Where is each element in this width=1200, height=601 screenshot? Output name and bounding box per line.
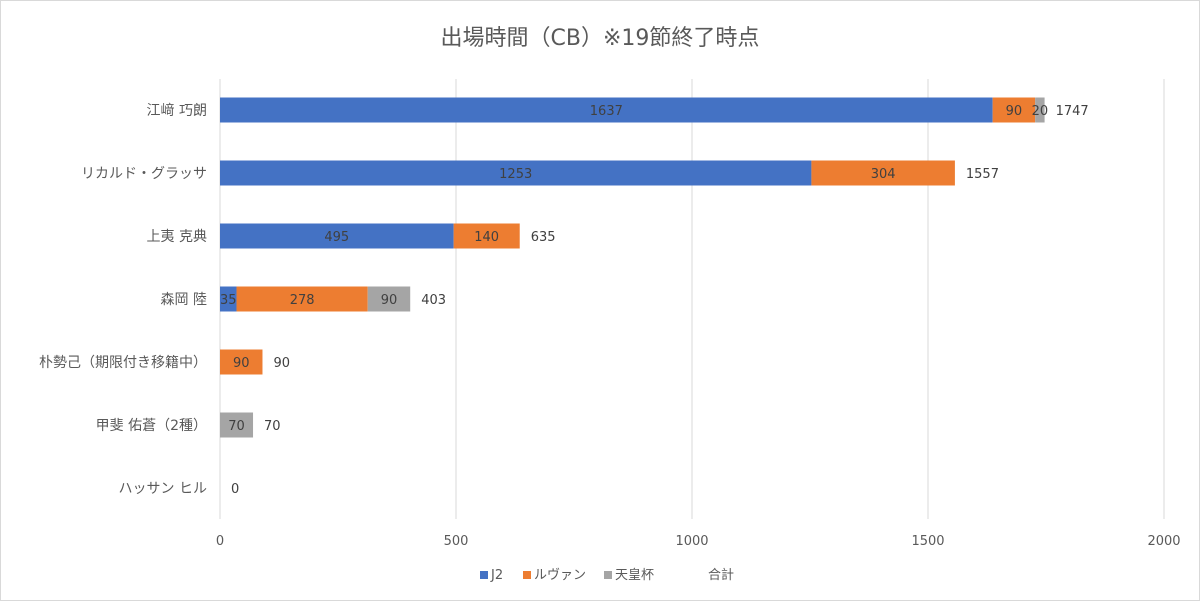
category-label: 朴勢己（期限付き移籍中） xyxy=(39,354,207,371)
legend-label: 天皇杯 xyxy=(615,568,654,583)
segment-value-label: 495 xyxy=(324,230,349,245)
total-value-label: 70 xyxy=(264,419,281,434)
category-label: 甲斐 佑蒼（2種） xyxy=(96,418,207,434)
bar-segment xyxy=(220,286,237,312)
x-tick-label: 2000 xyxy=(1147,534,1180,549)
segment-value-label: 1637 xyxy=(590,104,623,119)
x-tick-label: 0 xyxy=(216,534,224,549)
bar-segment xyxy=(220,223,454,249)
legend-swatch xyxy=(480,571,488,579)
chart-title: 出場時間（CB）※19節終了時点 xyxy=(441,26,760,51)
category-label: 森岡 陸 xyxy=(161,292,207,308)
segment-value-label: 278 xyxy=(290,293,315,308)
total-value-label: 1747 xyxy=(1056,104,1089,119)
bar-segment xyxy=(453,223,520,249)
segment-value-label: 90 xyxy=(233,356,250,371)
x-tick-label: 500 xyxy=(444,534,469,549)
legend-swatch xyxy=(604,571,612,579)
bar-segment xyxy=(220,160,812,186)
bar-segment xyxy=(220,349,263,375)
category-label: ハッサン ヒル xyxy=(119,481,207,497)
legend: J2 ルヴァン 天皇杯 合計 xyxy=(480,567,734,583)
category-label: 上夷 克典 xyxy=(147,229,207,245)
segment-value-label: 90 xyxy=(381,293,398,308)
bar-segment xyxy=(367,286,411,312)
segment-value-label: 35 xyxy=(220,293,237,308)
category-label: リカルド・グラッサ xyxy=(81,166,207,182)
total-value-label: 403 xyxy=(421,293,446,308)
bar-segment xyxy=(1035,97,1045,123)
segment-value-label: 1253 xyxy=(499,167,532,182)
bar-segment xyxy=(220,97,993,123)
gridlines xyxy=(219,79,1165,519)
bar-segment xyxy=(992,97,1036,123)
total-value-label: 0 xyxy=(231,482,239,497)
segment-value-label: 140 xyxy=(474,230,499,245)
total-labels: 1747 1557 635 403 90 70 0 xyxy=(231,104,1089,497)
segment-value-label: 20 xyxy=(1032,104,1049,119)
segment-value-label: 90 xyxy=(1006,104,1023,119)
segment-value-label: 70 xyxy=(228,419,245,434)
total-value-label: 1557 xyxy=(966,167,999,182)
legend-label: J2 xyxy=(490,568,503,583)
legend-label: 合計 xyxy=(708,567,734,583)
x-axis-ticks: 0 500 1000 1500 2000 xyxy=(216,534,1181,549)
total-value-label: 90 xyxy=(273,356,290,371)
segment-value-label: 304 xyxy=(871,167,896,182)
bar-segment xyxy=(236,286,368,312)
bars: 1637 90 20 1253 304 495 140 35 278 90 90 70 xyxy=(220,97,1049,438)
category-label: 江﨑 巧朗 xyxy=(147,103,207,119)
total-value-label: 635 xyxy=(531,230,556,245)
legend-label: ルヴァン xyxy=(534,567,586,583)
legend-swatch xyxy=(523,571,531,579)
bar-segment xyxy=(220,412,254,438)
x-tick-label: 1000 xyxy=(675,534,708,549)
bar-segment xyxy=(811,160,955,186)
x-tick-label: 1500 xyxy=(911,534,944,549)
